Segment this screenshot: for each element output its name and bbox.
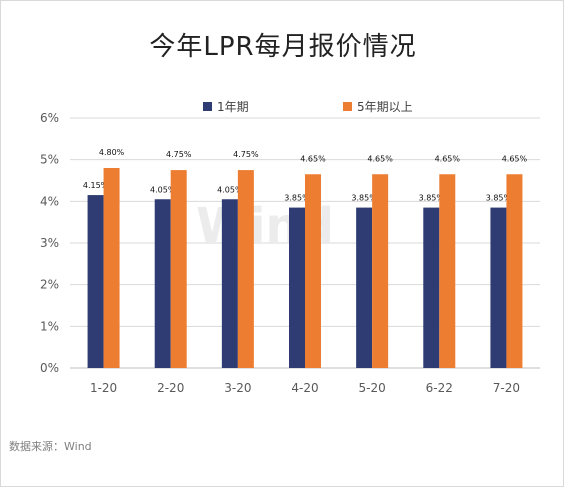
legend-swatch-1y xyxy=(203,102,212,111)
y-tick-label: 4% xyxy=(40,194,59,208)
legend: 1年期 5年期以上 xyxy=(0,98,566,118)
legend-label-5y: 5年期以上 xyxy=(357,100,413,114)
legend-swatch-5y xyxy=(343,102,352,111)
y-tick-label: 5% xyxy=(40,153,59,167)
data-label-5y: 4.65% xyxy=(502,154,528,163)
data-label-1y: 3.85% xyxy=(419,194,445,203)
bar-1y xyxy=(289,207,305,368)
x-tick-label: 6-22 xyxy=(426,381,453,395)
bar-1y xyxy=(356,207,373,368)
bar-5y xyxy=(103,168,120,368)
data-label-5y: 4.75% xyxy=(233,150,259,159)
data-label-1y: 3.85% xyxy=(351,194,377,203)
data-label-5y: 4.65% xyxy=(367,154,393,163)
bar-5y xyxy=(372,174,389,368)
bar-5y xyxy=(506,174,523,368)
y-tick-label: 2% xyxy=(40,278,59,292)
x-tick-label: 2-20 xyxy=(157,381,184,395)
bar-1y xyxy=(87,195,104,368)
data-label-1y: 4.15% xyxy=(83,181,109,190)
source-note: 数据来源：Wind xyxy=(9,440,92,453)
data-label-1y: 4.05% xyxy=(217,185,243,194)
data-label-5y: 4.65% xyxy=(300,154,326,163)
chart-title: 今年LPR每月报价情况 xyxy=(149,32,417,62)
data-label-5y: 4.65% xyxy=(435,154,461,163)
bar-1y xyxy=(154,199,171,368)
bar-1y xyxy=(423,207,440,368)
y-tick-label: 3% xyxy=(40,236,59,250)
legend-item-1y: 1年期 xyxy=(203,98,249,115)
bar-1y xyxy=(221,199,238,368)
bar-5y xyxy=(305,174,321,368)
data-label-1y: 3.85% xyxy=(486,194,512,203)
legend-item-5y: 5年期以上 xyxy=(343,98,413,115)
bar-5y xyxy=(439,174,456,368)
bar-1y xyxy=(490,207,507,368)
legend-label-1y: 1年期 xyxy=(217,100,249,114)
data-label-1y: 4.05% xyxy=(150,185,176,194)
y-tick-label: 6% xyxy=(40,111,59,125)
x-tick-label: 1-20 xyxy=(90,381,117,395)
y-tick-label: 1% xyxy=(40,319,59,333)
x-tick-label: 4-20 xyxy=(291,381,318,395)
x-tick-label: 5-20 xyxy=(359,381,386,395)
bar-5y xyxy=(237,170,254,368)
x-tick-label: 7-20 xyxy=(493,381,520,395)
x-tick-label: 3-20 xyxy=(224,381,251,395)
bar-5y xyxy=(170,170,187,368)
data-label-1y: 3.85% xyxy=(284,194,310,203)
data-label-5y: 4.75% xyxy=(166,150,192,159)
data-label-5y: 4.80% xyxy=(99,148,125,157)
y-tick-label: 0% xyxy=(40,361,59,375)
